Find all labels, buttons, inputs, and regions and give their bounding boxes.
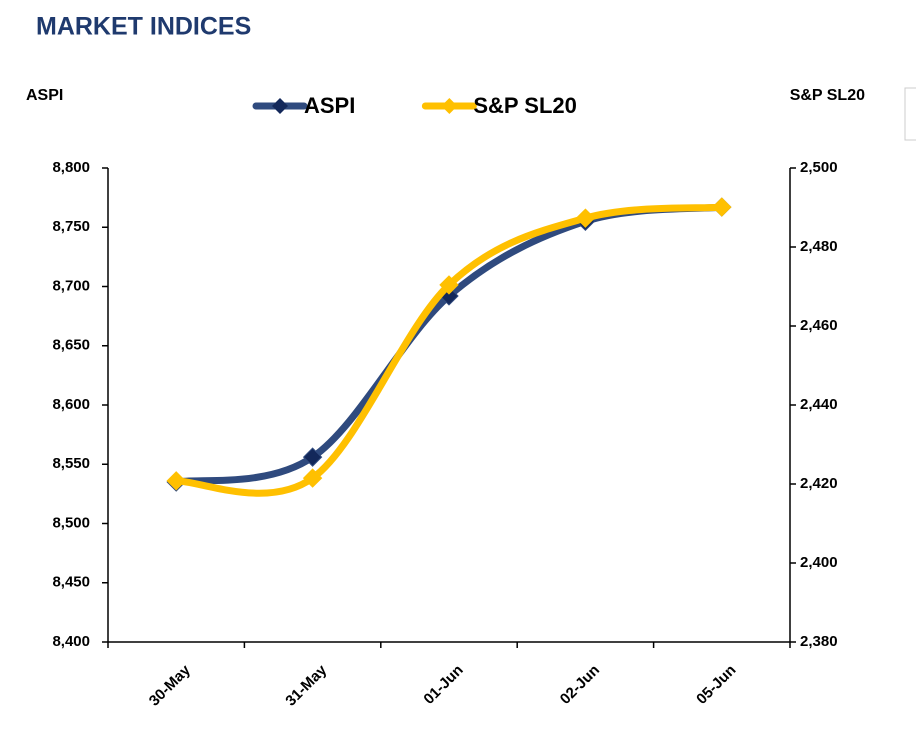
y-tick-label: 8,650 xyxy=(52,337,90,354)
x-tick-label: 31-May xyxy=(282,661,330,709)
y-tick-label: 8,400 xyxy=(52,633,90,650)
x-tick-label: 01-Jun xyxy=(420,662,466,708)
y-tick-label: 8,550 xyxy=(52,455,90,472)
y-tick-label: 8,750 xyxy=(52,218,90,235)
series-marker xyxy=(575,208,596,228)
series-line xyxy=(172,203,726,497)
y2-tick-label: 2,400 xyxy=(800,554,838,571)
y-tick-label: 8,800 xyxy=(52,159,90,176)
chart-title: MARKET INDICES xyxy=(36,13,251,41)
y-tick-label: 8,500 xyxy=(52,514,90,531)
y2-tick-label: 2,480 xyxy=(800,238,838,255)
y2-tick-label: 2,420 xyxy=(800,475,838,492)
y2-tick-label: 2,500 xyxy=(800,159,838,176)
series-marker xyxy=(302,447,323,467)
series-marker xyxy=(302,468,323,488)
x-tick-label: 02-Jun xyxy=(557,662,603,708)
y-tick-label: 8,700 xyxy=(52,277,90,294)
y2-axis-title: S&P SL20 xyxy=(790,87,865,104)
y2-tick-label: 2,380 xyxy=(800,633,838,650)
legend-label: ASPI xyxy=(304,93,355,118)
x-tick-label: 30-May xyxy=(146,661,194,709)
legend-marker xyxy=(441,98,458,114)
x-tick-label: 05-Jun xyxy=(693,662,739,708)
y-tick-label: 8,600 xyxy=(52,396,90,413)
edge-box xyxy=(904,87,916,141)
y2-tick-label: 2,460 xyxy=(800,317,838,334)
series-marker xyxy=(712,197,732,217)
y-axis-title: ASPI xyxy=(26,87,63,104)
y-tick-label: 8,450 xyxy=(52,574,90,591)
legend-label: S&P SL20 xyxy=(473,93,577,118)
series-marker xyxy=(439,275,459,295)
series-marker xyxy=(166,471,186,491)
legend-marker xyxy=(272,98,288,114)
series-line xyxy=(172,203,726,486)
y2-tick-label: 2,440 xyxy=(800,396,838,413)
